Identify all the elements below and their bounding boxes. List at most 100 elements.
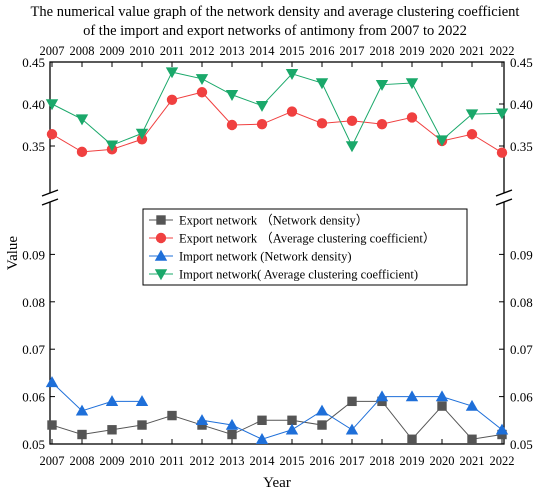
x-tick-label-top: 2021 — [460, 44, 485, 58]
data-point — [77, 429, 87, 440]
x-tick-label: 2008 — [70, 454, 95, 468]
data-point — [256, 118, 268, 130]
axis-break — [41, 189, 513, 206]
data-point — [376, 118, 388, 130]
y-tick-label-right: 0.45 — [510, 55, 533, 70]
data-point — [465, 399, 479, 411]
series-3 — [45, 376, 509, 444]
x-tick-label: 2009 — [100, 454, 125, 468]
y-tick-label: 0.09 — [22, 247, 45, 262]
data-point — [375, 390, 389, 402]
x-tick-label: 2019 — [400, 454, 425, 468]
data-point — [287, 415, 297, 425]
legend-item: Import network( Average clustering coeff… — [149, 268, 418, 282]
data-point — [196, 87, 208, 98]
legend: Export network （Network density） Export n… — [142, 208, 468, 286]
x-tick-label-top: 2015 — [280, 44, 305, 58]
break-slash — [495, 198, 513, 206]
axis-ticks: 2007 2007 2008 2008 2009 2009 2010 2010 2011 2011… — [22, 44, 533, 468]
data-point — [346, 115, 358, 127]
plot-frame — [49, 61, 505, 445]
data-point — [345, 141, 359, 153]
x-tick-label: 2015 — [280, 454, 305, 468]
data-point — [466, 129, 478, 140]
y-tick-label: 0.45 — [22, 55, 45, 70]
data-point — [225, 418, 239, 430]
data-point — [496, 147, 508, 158]
y-tick-label-right: 0.09 — [510, 247, 533, 262]
data-point — [75, 114, 89, 126]
data-point — [405, 390, 419, 402]
x-tick-label-top: 2022 — [490, 44, 515, 58]
data-point — [316, 118, 328, 129]
data-point — [495, 423, 509, 435]
y-tick-label: 0.06 — [22, 390, 45, 405]
data-point — [47, 420, 57, 430]
legend-label: Export network （Average clustering coeff… — [179, 232, 435, 246]
data-point — [315, 404, 329, 416]
data-point — [225, 90, 239, 101]
x-tick-label: 2018 — [370, 454, 395, 468]
y-tick-label-right: 0.06 — [510, 390, 533, 405]
legend-box — [142, 208, 468, 286]
data-point — [166, 94, 178, 106]
data-point — [257, 415, 267, 425]
y-tick-label-right: 0.35 — [510, 139, 533, 154]
x-tick-label-top: 2017 — [340, 44, 365, 58]
data-point — [407, 434, 417, 444]
x-tick-label-top: 2008 — [70, 44, 95, 58]
data-point — [195, 414, 209, 425]
break-slash — [41, 198, 59, 206]
x-tick-label-top: 2013 — [220, 44, 245, 58]
x-tick-label: 2020 — [430, 454, 455, 468]
data-point — [45, 99, 59, 111]
chart-title-line-2: of the import and export networks of ant… — [83, 23, 467, 39]
data-point — [45, 376, 59, 388]
x-tick-label-top: 2010 — [130, 44, 155, 58]
data-point — [347, 396, 357, 407]
legend-item: Import network (Network density) — [149, 250, 352, 264]
legend-label: Import network( Average clustering coeff… — [179, 268, 418, 282]
y-tick-label: 0.07 — [22, 342, 45, 357]
x-tick-label: 2016 — [310, 454, 335, 468]
x-tick-label-top: 2009 — [100, 44, 125, 58]
x-tick-label-top: 2012 — [190, 44, 215, 58]
x-tick-label-top: 2011 — [160, 44, 185, 58]
data-point — [105, 395, 119, 407]
legend-marker — [154, 269, 168, 281]
y-axis-label: Value — [5, 236, 21, 270]
legend-item: Export network （Network density） — [149, 214, 368, 228]
data-point — [375, 79, 389, 91]
x-tick-label-top: 2019 — [400, 44, 425, 58]
y-tick-label: 0.35 — [22, 139, 45, 154]
x-tick-label-top: 2020 — [430, 44, 455, 58]
data-point — [255, 100, 269, 112]
y-tick-label-right: 0.07 — [510, 342, 533, 357]
data-point — [405, 78, 419, 90]
chart-title-line-1: The numerical value graph of the network… — [31, 4, 520, 20]
y-tick-label: 0.08 — [22, 295, 45, 310]
legend-label: Export network （Network density） — [179, 214, 368, 228]
series-1 — [47, 396, 507, 444]
data-point — [105, 140, 119, 152]
data-point — [317, 420, 327, 430]
y-tick-label: 0.05 — [22, 437, 45, 452]
legend-marker — [154, 249, 168, 261]
data-point — [135, 395, 149, 407]
data-point — [495, 108, 509, 120]
data-point — [195, 74, 209, 85]
series-2 — [46, 87, 508, 158]
y-tick-label-right: 0.08 — [510, 295, 533, 310]
data-point — [467, 434, 477, 444]
data-point — [75, 404, 89, 416]
x-tick-label-top: 2016 — [310, 44, 335, 58]
break-slash — [495, 189, 513, 197]
x-tick-label: 2010 — [130, 454, 155, 468]
data-point — [437, 401, 447, 411]
legend-label: Import network (Network density) — [179, 250, 352, 264]
x-tick-label: 2011 — [160, 454, 185, 468]
x-tick-label-top: 2014 — [250, 44, 276, 58]
y-tick-label-right: 0.40 — [510, 97, 533, 112]
data-point — [377, 396, 387, 407]
